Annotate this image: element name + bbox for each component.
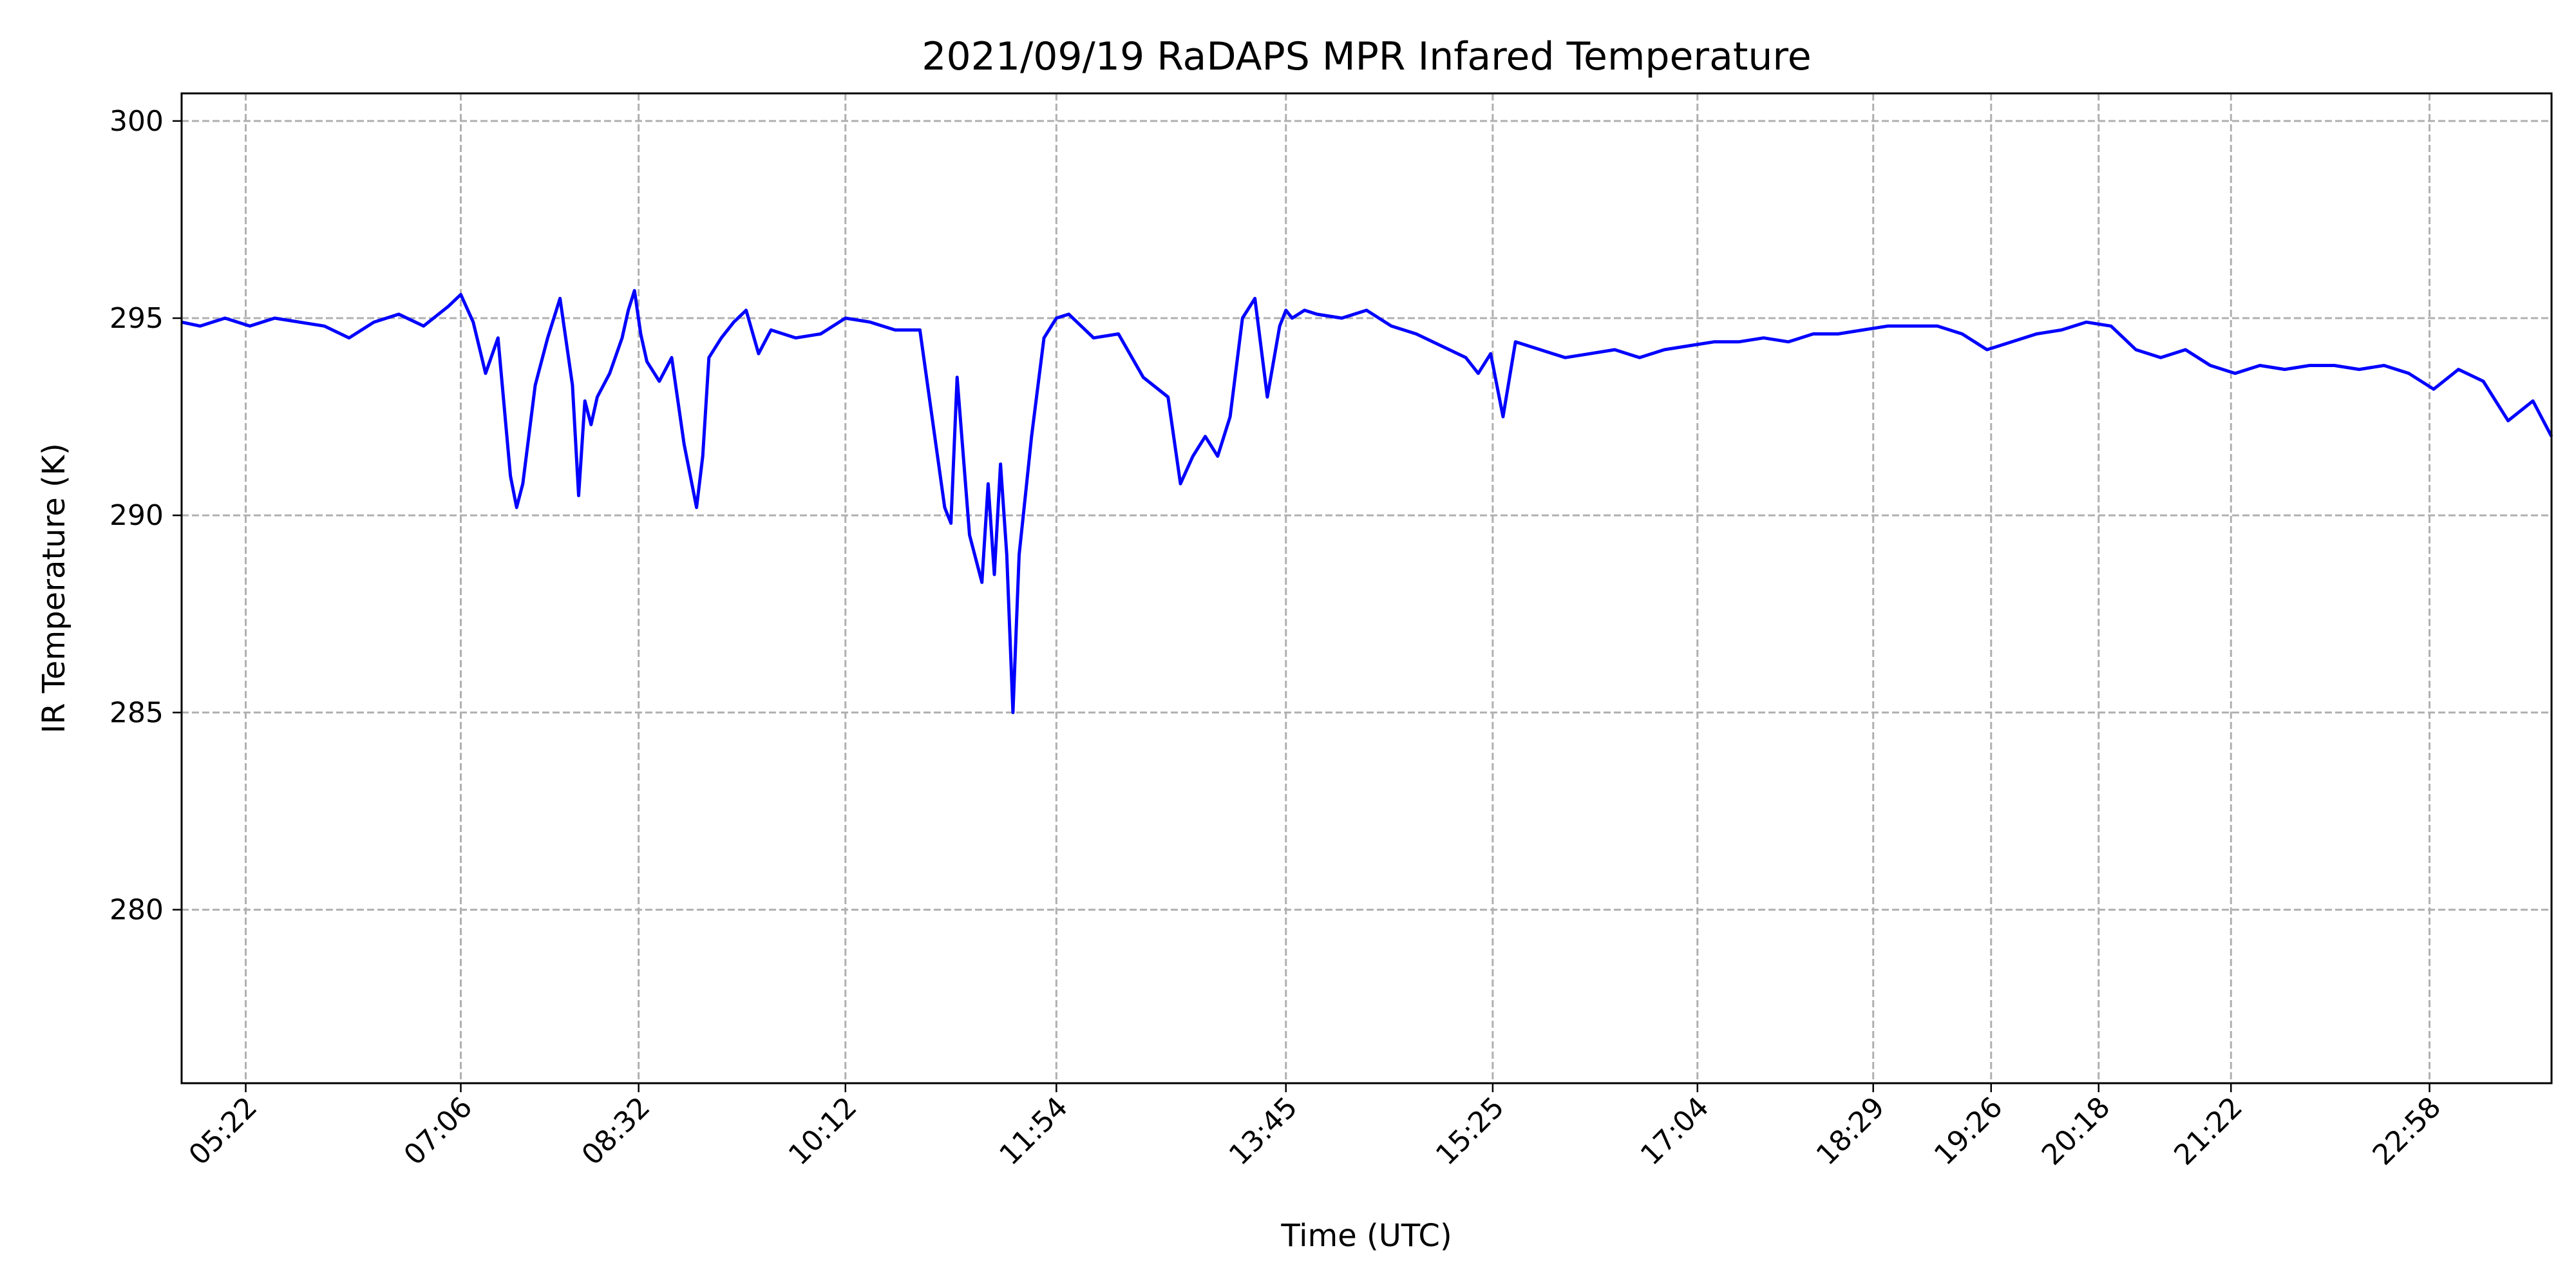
y-tick-label: 290 (109, 499, 164, 532)
y-tick-label: 295 (109, 302, 164, 335)
y-axis-label: IR Temperature (K) (36, 443, 72, 734)
series-line (181, 289, 2553, 714)
y-tick-label: 280 (109, 894, 164, 927)
y-tick-label: 285 (109, 696, 164, 729)
y-tick-label: 300 (109, 105, 164, 138)
grid-lines (182, 93, 2552, 1083)
chart-title: 2021/09/19 RaDAPS MPR Infared Temperatur… (922, 34, 1811, 79)
series-layer (181, 289, 2553, 714)
x-axis-label: Time (UTC) (1280, 1218, 1452, 1254)
plot-frame (180, 92, 2553, 1084)
